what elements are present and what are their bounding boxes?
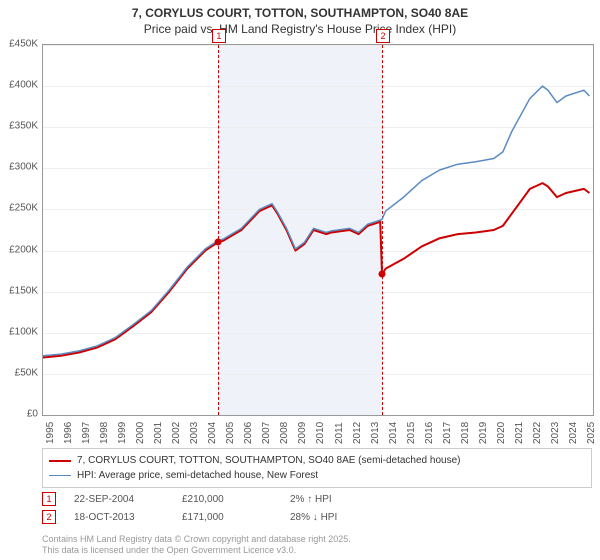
legend-row-2: HPI: Average price, semi-detached house,… [49, 468, 585, 483]
y-axis-label: £100K [0, 326, 38, 337]
y-axis-label: £0 [0, 409, 38, 420]
x-axis-label: 2006 [243, 422, 254, 444]
x-axis-label: 2001 [153, 422, 164, 444]
x-axis-label: 1998 [99, 422, 110, 444]
x-axis-label: 2017 [442, 422, 453, 444]
y-axis-label: £250K [0, 203, 38, 214]
transaction-row-1: 1 22-SEP-2004 £210,000 2% ↑ HPI [42, 490, 592, 508]
marker-box-1: 1 [212, 29, 226, 43]
chart-title: 7, CORYLUS COURT, TOTTON, SOUTHAMPTON, S… [0, 0, 600, 37]
x-axis-label: 2003 [189, 422, 200, 444]
x-axis-label: 1999 [117, 422, 128, 444]
y-axis-label: £300K [0, 162, 38, 173]
y-axis-label: £450K [0, 39, 38, 50]
x-axis-label: 2010 [315, 422, 326, 444]
x-axis-label: 2025 [586, 422, 597, 444]
transaction-date-1: 22-SEP-2004 [74, 494, 164, 505]
x-axis-label: 2022 [532, 422, 543, 444]
transaction-price-1: £210,000 [182, 494, 272, 505]
x-axis-label: 2007 [261, 422, 272, 444]
legend: 7, CORYLUS COURT, TOTTON, SOUTHAMPTON, S… [42, 448, 592, 488]
y-axis-label: £400K [0, 80, 38, 91]
transactions: 1 22-SEP-2004 £210,000 2% ↑ HPI 2 18-OCT… [42, 490, 592, 526]
x-axis-label: 2014 [388, 422, 399, 444]
sale-point-marker [214, 239, 221, 246]
title-line-2: Price paid vs. HM Land Registry's House … [0, 22, 600, 38]
line-chart-svg [43, 45, 593, 415]
chart-container: 7, CORYLUS COURT, TOTTON, SOUTHAMPTON, S… [0, 0, 600, 560]
transaction-change-2: 28% ↓ HPI [290, 512, 380, 523]
x-axis-label: 2009 [297, 422, 308, 444]
sale-point-marker [379, 271, 386, 278]
x-axis-label: 1995 [45, 422, 56, 444]
plot-area: 1 2 [42, 44, 594, 416]
x-axis-label: 1996 [63, 422, 74, 444]
transaction-marker-1: 1 [42, 492, 56, 506]
x-axis-label: 2004 [207, 422, 218, 444]
title-line-1: 7, CORYLUS COURT, TOTTON, SOUTHAMPTON, S… [0, 6, 600, 22]
x-axis-label: 2019 [478, 422, 489, 444]
legend-swatch-1 [49, 460, 71, 462]
y-axis-label: £200K [0, 244, 38, 255]
x-axis-label: 2012 [352, 422, 363, 444]
x-axis-label: 1997 [81, 422, 92, 444]
y-axis-label: £50K [0, 367, 38, 378]
legend-row-1: 7, CORYLUS COURT, TOTTON, SOUTHAMPTON, S… [49, 453, 585, 468]
x-axis-label: 2020 [496, 422, 507, 444]
transaction-row-2: 2 18-OCT-2013 £171,000 28% ↓ HPI [42, 508, 592, 526]
transaction-marker-2: 2 [42, 510, 56, 524]
y-axis-label: £350K [0, 121, 38, 132]
transaction-date-2: 18-OCT-2013 [74, 512, 164, 523]
footer-attribution: Contains HM Land Registry data © Crown c… [42, 534, 351, 557]
x-axis-label: 2011 [334, 422, 345, 444]
x-axis-label: 2005 [225, 422, 236, 444]
x-axis-label: 2021 [514, 422, 525, 444]
x-axis-label: 2024 [568, 422, 579, 444]
marker-box-2: 2 [376, 29, 390, 43]
transaction-change-1: 2% ↑ HPI [290, 494, 380, 505]
footer-line-1: Contains HM Land Registry data © Crown c… [42, 534, 351, 545]
x-axis-label: 2015 [406, 422, 417, 444]
legend-label-1: 7, CORYLUS COURT, TOTTON, SOUTHAMPTON, S… [77, 453, 460, 468]
x-axis-label: 2023 [550, 422, 561, 444]
transaction-price-2: £171,000 [182, 512, 272, 523]
x-axis-label: 2018 [460, 422, 471, 444]
x-axis-label: 2000 [135, 422, 146, 444]
x-axis-label: 2013 [370, 422, 381, 444]
x-axis-label: 2008 [279, 422, 290, 444]
y-axis-label: £150K [0, 285, 38, 296]
legend-swatch-2 [49, 475, 71, 476]
footer-line-2: This data is licensed under the Open Gov… [42, 545, 351, 556]
x-axis-label: 2016 [424, 422, 435, 444]
legend-label-2: HPI: Average price, semi-detached house,… [77, 468, 318, 483]
x-axis-label: 2002 [171, 422, 182, 444]
